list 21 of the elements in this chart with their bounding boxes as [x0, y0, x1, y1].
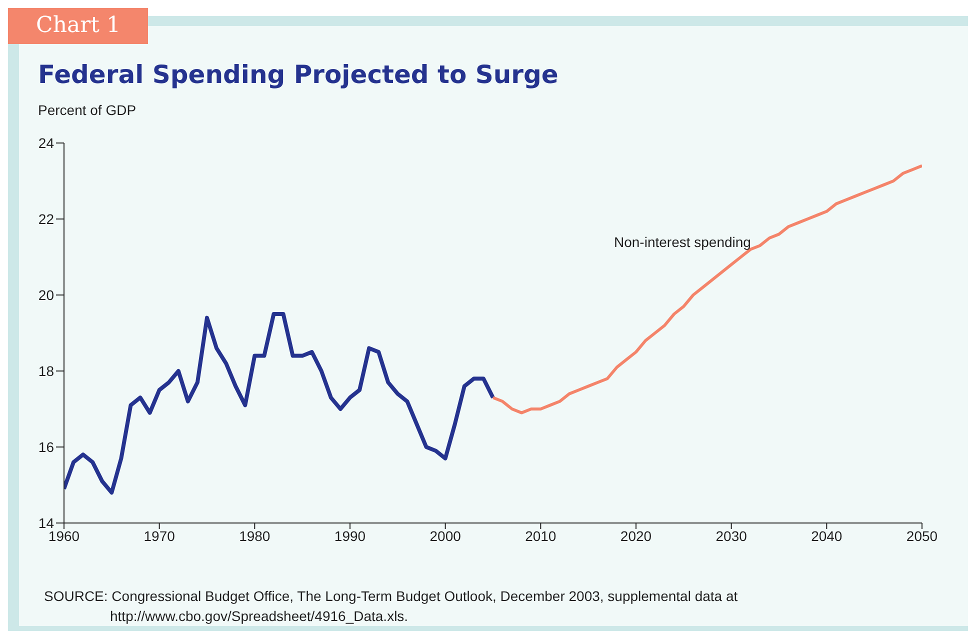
chart-title: Federal Spending Projected to Surge [38, 60, 558, 89]
source-note: SOURCE: Congressional Budget Office, The Long-Term Budget Outlook, December 2003, supplemental data at http://www.cbo.gov/Spreadsheet/4916_Data.xls. [44, 587, 739, 626]
y-tick-label: 22 [38, 210, 54, 227]
line-series [64, 312, 495, 495]
y-tick-label: 18 [38, 362, 54, 379]
x-tick-label: 2040 [811, 528, 842, 544]
x-tick-label: 2010 [525, 528, 556, 544]
x-tick-label: 2000 [430, 528, 462, 544]
caption: Chart 1 [8, 8, 148, 44]
x-tick-label: 2030 [716, 528, 748, 544]
x-tick-label: 2050 [906, 528, 938, 544]
y-tick-label: 16 [38, 438, 54, 455]
annotation: Non-interest spending [614, 234, 751, 250]
y-tick-label: 20 [38, 286, 54, 303]
line-series [492, 164, 922, 414]
y-axis-title: Percent of GDP [38, 102, 136, 118]
x-tick-label: 1990 [334, 528, 366, 544]
x-tick-label: 2020 [620, 528, 652, 544]
y-tick-label: 24 [38, 134, 54, 151]
x-tick-label: 1970 [144, 528, 176, 544]
x-tick-label: 1980 [239, 528, 270, 544]
